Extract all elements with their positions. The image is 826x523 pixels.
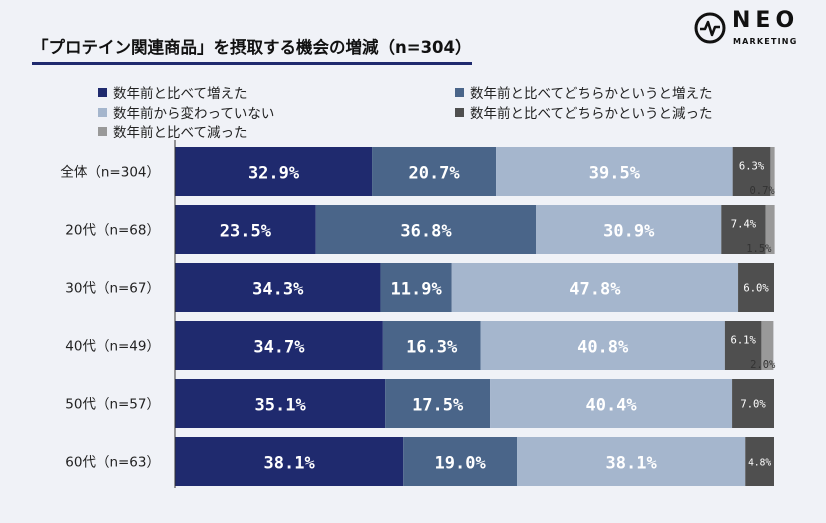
data-label: 11.9%	[391, 280, 443, 300]
bar-segment	[765, 205, 775, 254]
legend-swatch	[98, 107, 107, 117]
category-label: 20代（n=68）	[65, 223, 160, 239]
data-label: 2.0%	[750, 359, 776, 371]
bar-segment	[385, 379, 491, 428]
data-label: 7.4%	[731, 219, 757, 231]
category-label: 30代（n=67）	[65, 281, 160, 297]
bar-segment	[175, 437, 404, 486]
bar-segment	[770, 147, 775, 196]
data-label: 38.1%	[264, 454, 316, 474]
legend-label: 数年前と比べてどちらかというと増えた	[470, 86, 713, 102]
bar-segment	[738, 263, 774, 312]
data-label: 34.7%	[253, 338, 305, 358]
bar-segment	[175, 263, 381, 312]
data-label: 7.0%	[740, 399, 766, 411]
data-label: 32.9%	[248, 164, 300, 184]
legend-swatch	[98, 87, 107, 97]
data-label: 17.5%	[412, 396, 464, 416]
bar-segment	[536, 205, 722, 254]
data-label: 35.1%	[255, 396, 307, 416]
bar-segment	[175, 379, 386, 428]
legend-label: 数年前から変わっていない	[113, 106, 275, 122]
legend-item-increased: 数年前と比べて増えた	[98, 82, 247, 102]
bar-segment	[382, 321, 481, 370]
data-label: 23.5%	[220, 222, 272, 242]
bar-segment	[315, 205, 537, 254]
bar-segment	[724, 321, 762, 370]
data-label: 6.1%	[731, 335, 757, 347]
legend-item-decreased: 数年前と比べて減った	[98, 121, 247, 141]
data-label: 4.8%	[748, 458, 771, 469]
bar-segment	[175, 147, 373, 196]
legend-label: 数年前と比べてどちらかというと減った	[470, 106, 713, 122]
data-label: 36.8%	[400, 222, 452, 242]
data-label: 6.3%	[739, 161, 765, 173]
category-label: 全体（n=304）	[60, 164, 160, 181]
legend-item-unchanged: 数年前から変わっていない	[98, 102, 274, 122]
bar-segment	[721, 205, 766, 254]
legend-swatch	[98, 126, 107, 136]
bar-segment	[403, 437, 518, 486]
bar-segment	[761, 321, 774, 370]
data-label: 19.0%	[435, 454, 487, 474]
data-label: 47.8%	[569, 280, 621, 300]
bar-segment	[496, 147, 733, 196]
bar-segment	[517, 437, 746, 486]
legend-swatch	[455, 107, 464, 117]
legend-item-somewhat-decreased: 数年前と比べてどちらかというと減った	[455, 102, 712, 122]
chart-title: 「プロテイン関連商品」を摂取する機会の増減（n=304）	[32, 34, 472, 65]
legend-swatch	[455, 87, 464, 97]
bar-segment	[480, 321, 725, 370]
data-label: 30.9%	[603, 222, 655, 242]
data-label: 1.5%	[746, 243, 772, 255]
data-label: 34.3%	[252, 280, 304, 300]
legend-label: 数年前と比べて増えた	[113, 86, 248, 102]
bar-segment	[175, 205, 316, 254]
bar-segment	[372, 147, 497, 196]
legend-item-somewhat-increased: 数年前と比べてどちらかというと増えた	[455, 82, 712, 102]
category-label: 60代（n=63）	[65, 455, 160, 471]
bar-segment	[732, 379, 774, 428]
data-label: 0.7%	[749, 185, 775, 197]
bar-segment	[732, 147, 771, 196]
category-label: 40代（n=49）	[65, 339, 160, 355]
category-label: 50代（n=57）	[65, 397, 160, 413]
logo-pulse-icon	[694, 12, 726, 44]
logo-sub-text: MARKETING	[733, 37, 798, 46]
data-label: 16.3%	[406, 338, 458, 358]
bar-segment	[490, 379, 733, 428]
legend-label: 数年前と比べて減った	[113, 125, 248, 141]
neo-marketing-logo: NEO MARKETING	[694, 8, 804, 50]
data-label: 20.7%	[408, 164, 460, 184]
data-label: 6.0%	[743, 283, 769, 295]
data-label: 38.1%	[606, 454, 658, 474]
bar-segment	[380, 263, 452, 312]
bar-segment	[451, 263, 739, 312]
logo-main-text: NEO	[732, 8, 800, 33]
data-label: 40.8%	[577, 338, 629, 358]
data-label: 39.5%	[589, 164, 641, 184]
bar-segment	[175, 321, 383, 370]
bar-segment	[745, 437, 774, 486]
data-label: 40.4%	[585, 396, 637, 416]
